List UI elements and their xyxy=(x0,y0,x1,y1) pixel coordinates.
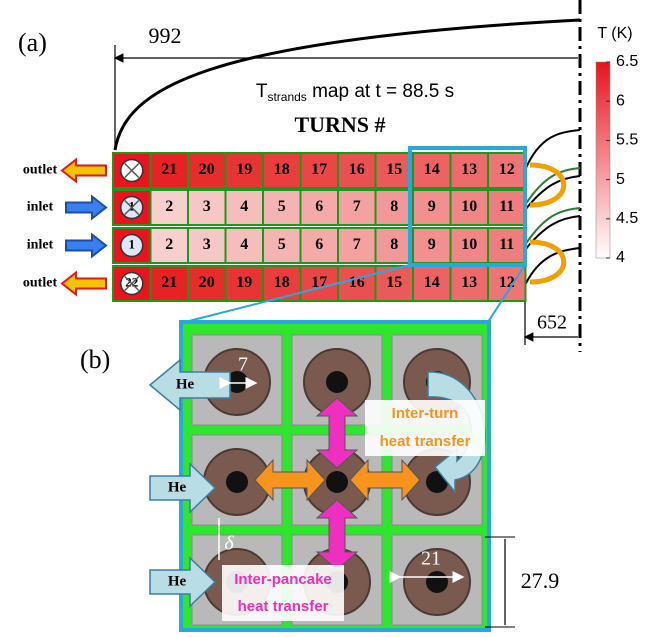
turn-number: 2 xyxy=(165,198,173,215)
dimension: 992 xyxy=(149,23,182,48)
inter-pancake-label: Inter-pancake xyxy=(234,571,332,588)
u-turn-arrow xyxy=(530,242,564,282)
turn-number: 18 xyxy=(274,274,290,291)
cooling-hole xyxy=(426,571,448,593)
turn-number: 17 xyxy=(311,161,327,178)
turn-number: 14 xyxy=(424,274,440,291)
helium-label: He xyxy=(168,573,187,589)
turn-number: 10 xyxy=(461,236,477,253)
turn-number: 8 xyxy=(390,198,398,215)
dimension: δ xyxy=(224,533,234,555)
turn-number: 19 xyxy=(236,161,252,178)
dimension: 7 xyxy=(238,354,248,376)
port-label: inlet xyxy=(27,238,54,253)
turn-number: 14 xyxy=(424,161,440,178)
colorbar-tick-label: 4 xyxy=(616,249,625,266)
turn-number: 7 xyxy=(353,198,361,215)
turn-number: 9 xyxy=(428,236,436,253)
colorbar-tick-label: 6.5 xyxy=(616,53,638,70)
outlet-arrow xyxy=(62,160,106,182)
panel-label: (a) xyxy=(18,28,47,57)
turn-number: 16 xyxy=(349,161,365,178)
turn-number: 8 xyxy=(390,236,398,253)
turn-number: 18 xyxy=(274,161,290,178)
turn-number: 7 xyxy=(353,236,361,253)
inter-turn-label: Inter-turn xyxy=(392,405,459,422)
port-label: outlet xyxy=(23,276,58,291)
inlet-arrow xyxy=(66,197,106,219)
turns-heading: TURNS # xyxy=(294,112,385,137)
turn-number: 11 xyxy=(499,236,514,253)
turn-number: 3 xyxy=(203,198,211,215)
cooling-hole xyxy=(326,371,348,393)
map-title: Tstrands map at t = 88.5 s xyxy=(256,81,454,104)
turn-number: 5 xyxy=(278,198,286,215)
colorbar-tick-label: 4.5 xyxy=(616,210,638,227)
turn-number: 11 xyxy=(499,198,514,215)
dimension: 21 xyxy=(421,548,441,570)
turn-number: 20 xyxy=(199,161,215,178)
dimension: 652 xyxy=(537,312,567,334)
turn-number: 21 xyxy=(161,274,177,291)
port-label: outlet xyxy=(23,163,58,178)
turn-number: 13 xyxy=(461,274,477,291)
outlet-arrow xyxy=(62,273,106,295)
turn-number: 6 xyxy=(315,236,323,253)
turn-number: 4 xyxy=(240,198,248,215)
turn-number: 15 xyxy=(386,161,402,178)
turn-number: 4 xyxy=(240,236,248,253)
inlet-arrow xyxy=(66,235,106,257)
turn-connections xyxy=(525,130,580,285)
dimension: 27.9 xyxy=(521,568,560,593)
turn-number: 9 xyxy=(428,198,436,215)
colorbar-tick-label: 6 xyxy=(616,92,625,109)
colorbar xyxy=(596,62,610,258)
cooling-hole xyxy=(226,471,248,493)
turn-number: 20 xyxy=(199,274,215,291)
helium-label: He xyxy=(176,376,195,392)
cooling-hole xyxy=(326,471,348,493)
turn-number: 3 xyxy=(203,236,211,253)
figure: (a) 992 Tstrands map at t = 88.5 s TURNS… xyxy=(0,0,647,637)
inter-pancake-label: heat transfer xyxy=(238,598,329,615)
port-label: inlet xyxy=(27,200,54,215)
turn-number: 15 xyxy=(386,274,402,291)
start-turn: 1 xyxy=(129,236,136,251)
turn-number: 2 xyxy=(165,236,173,253)
turn-number: 13 xyxy=(461,161,477,178)
panel-label: (b) xyxy=(80,345,110,374)
turn-number: 12 xyxy=(499,161,515,178)
turn-number: 5 xyxy=(278,236,286,253)
colorbar-tick-label: 5.5 xyxy=(616,132,638,149)
colorbar-tick-label: 5 xyxy=(616,171,625,188)
turn-number: 10 xyxy=(461,198,477,215)
helium-label: He xyxy=(168,479,187,495)
colorbar-title: T (K) xyxy=(597,25,632,42)
turn-number: 6 xyxy=(315,198,323,215)
turn-number: 21 xyxy=(161,161,177,178)
inter-turn-label: heat transfer xyxy=(380,433,471,450)
turn-number: 19 xyxy=(236,274,252,291)
